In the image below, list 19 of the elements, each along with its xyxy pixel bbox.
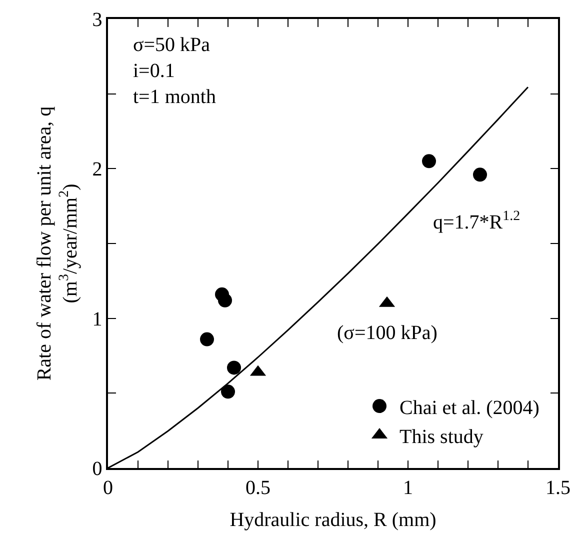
point	[227, 360, 241, 375]
annotation: (σ=100 kPa)	[337, 322, 438, 344]
legend-label: Chai et al. (2004)	[400, 396, 540, 419]
x-tick-label: 0.5	[246, 476, 270, 499]
x-axis-title: Hydraulic radius, R (mm)	[230, 508, 436, 531]
annotation: q=1.7*R$^{1.2}$	[433, 209, 520, 234]
y-tick-label: 2	[92, 158, 102, 181]
point	[473, 168, 487, 182]
point	[221, 384, 235, 399]
point	[200, 332, 214, 346]
point	[422, 154, 436, 168]
point	[218, 293, 232, 308]
legend-label: This study	[400, 426, 484, 448]
x-tick-label: 1	[403, 476, 413, 499]
y-tick-label: 3	[92, 9, 102, 31]
annotation: σ=50 kPa i=0.1 t=1 month	[133, 34, 216, 108]
x-tick-label: 1.5	[546, 476, 570, 499]
y-tick-label: 0	[92, 458, 102, 480]
y-tick-label: 1	[92, 308, 102, 330]
